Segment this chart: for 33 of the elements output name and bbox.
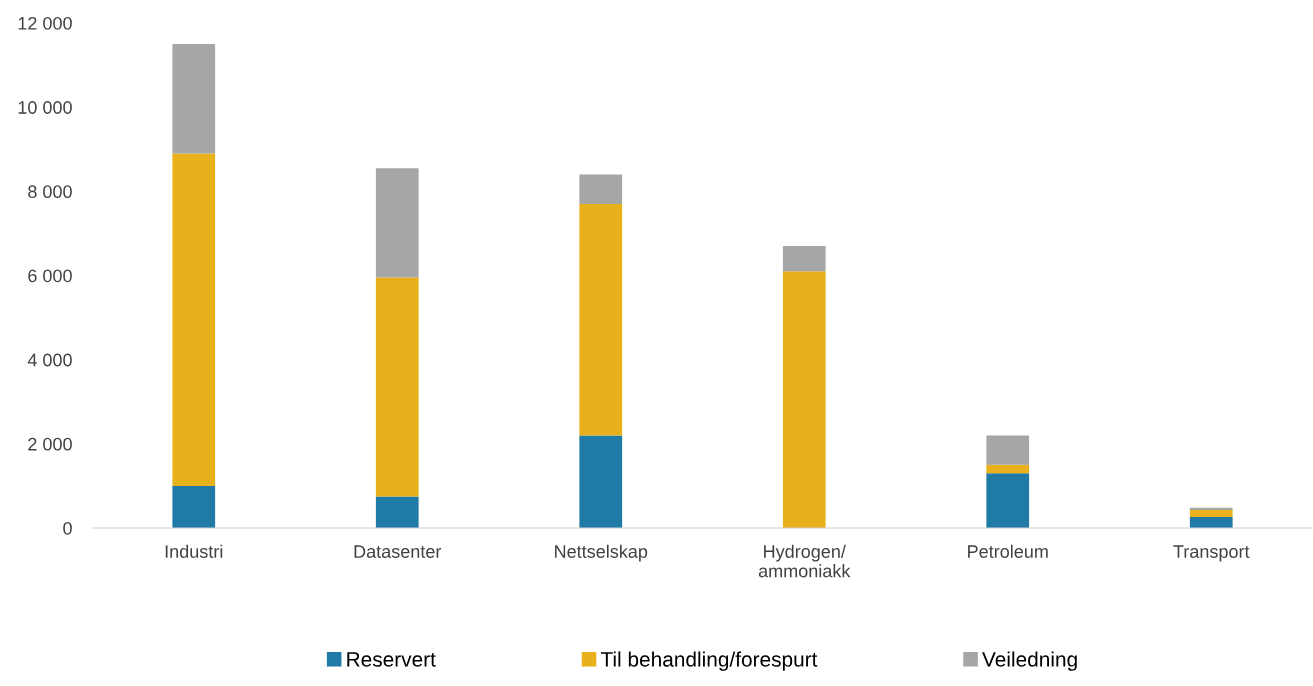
bar <box>986 473 1030 528</box>
legend-label: Reservert <box>347 652 436 667</box>
bar <box>172 485 216 528</box>
bar <box>172 153 216 486</box>
y-tick-label: 6 000 <box>28 269 72 283</box>
x-tick-label: Hydrogen/ ammoniakk <box>758 544 851 578</box>
bar <box>1189 509 1233 518</box>
y-tick-label: 4 000 <box>27 353 72 367</box>
bar <box>579 203 623 436</box>
y-tick-label: 2 000 <box>28 437 72 451</box>
bar <box>986 464 1030 474</box>
bar <box>1189 517 1233 528</box>
bar <box>579 435 623 528</box>
legend-label: Til behandling/forespurt <box>600 651 818 671</box>
bar <box>1189 507 1233 510</box>
bar <box>375 496 419 528</box>
x-tick-label: Industri <box>165 544 223 558</box>
bar <box>782 246 826 272</box>
bar <box>172 44 216 154</box>
bar <box>986 435 1030 465</box>
bar <box>782 271 826 528</box>
x-tick-label: Transport <box>1173 545 1250 562</box>
x-tick-label: Petroleum <box>968 544 1048 558</box>
y-tick-label: 8 000 <box>28 185 72 199</box>
y-tick-label: 10 000 <box>18 101 72 114</box>
bar <box>375 277 419 497</box>
legend-label: Veiledning <box>982 651 1077 671</box>
y-tick-label: 12 000 <box>18 16 72 30</box>
bar <box>375 168 419 278</box>
y-tick-label: 0 <box>63 521 72 535</box>
bar <box>579 174 623 204</box>
x-tick-label: Nettselskap <box>555 544 648 562</box>
x-tick-label: Datasenter <box>354 545 442 558</box>
